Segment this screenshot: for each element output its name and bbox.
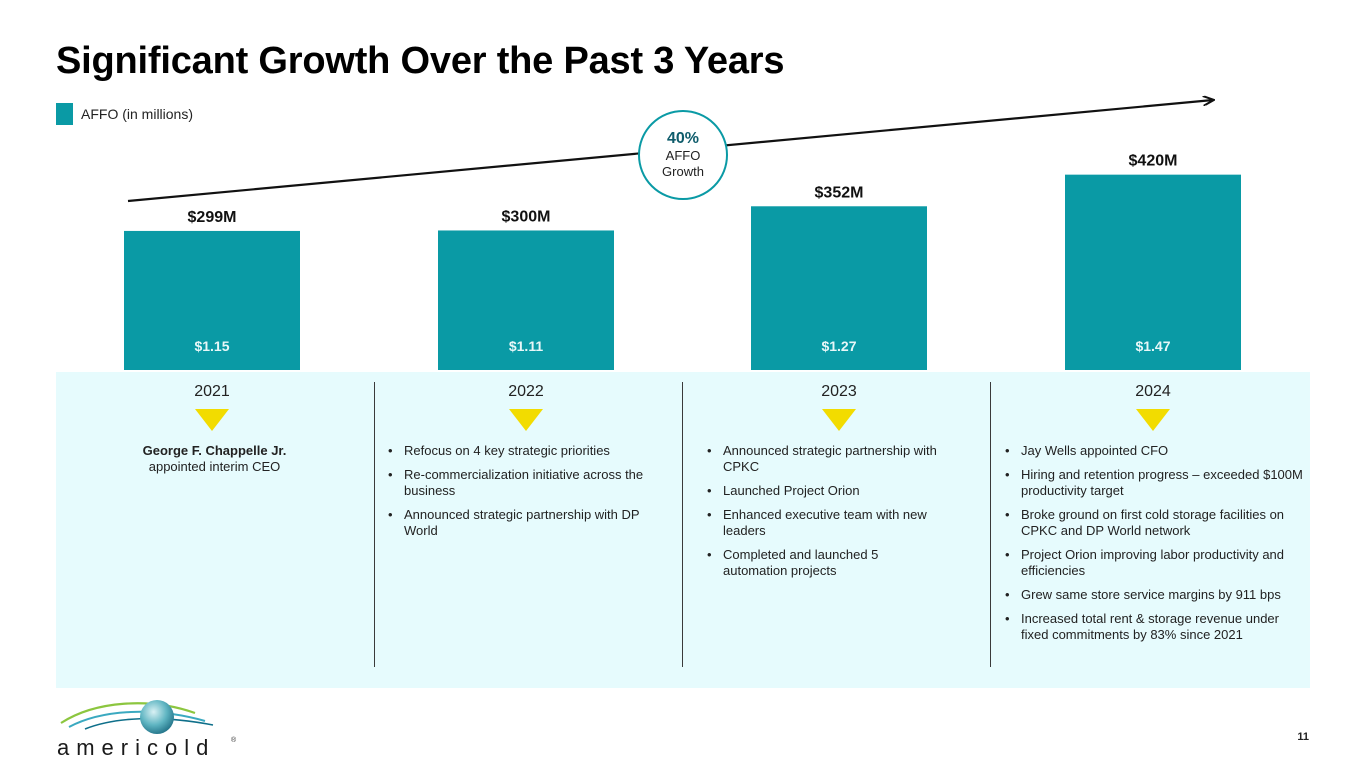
year-marker-2021 (195, 409, 229, 431)
list-item: Project Orion improving labor productivi… (1002, 547, 1310, 579)
column-divider (990, 382, 991, 667)
list-item: Launched Project Orion (704, 483, 939, 499)
year-label-2024: 2024 (1135, 383, 1171, 400)
bar-value-label: $352M (815, 184, 864, 201)
column-divider (374, 382, 375, 667)
list-item: Enhanced executive team with new leaders (704, 507, 939, 539)
bar-2024 (1065, 174, 1241, 370)
milestones-2023: Announced strategic partnership with CPK… (704, 443, 939, 587)
affo-bar-chart: $299M $1.15 $300M $1.11 $352M $1.27 $420M $1.47 (124, 0, 1241, 370)
year-label-2023: 2023 (821, 383, 857, 400)
growth-badge: 40% AFFO Growth (638, 110, 728, 200)
year-marker-2022 (509, 409, 543, 431)
bar-value-label: $420M (1129, 153, 1178, 170)
list-item: Announced strategic partnership with CPK… (704, 443, 939, 475)
milestones-2024: Jay Wells appointed CFO Hiring and reten… (1002, 443, 1310, 651)
column-divider (682, 382, 683, 667)
bar-value-label: $300M (502, 208, 551, 225)
list-item: Hiring and retention progress – exceeded… (1002, 467, 1310, 499)
chart-legend: AFFO (in millions) (56, 103, 193, 125)
year-marker-2023 (822, 409, 856, 431)
growth-percent: 40% (666, 130, 700, 147)
bar-2023 (751, 206, 927, 370)
svg-text:®: ® (231, 736, 237, 744)
year-label-2022: 2022 (508, 383, 544, 400)
page-number: 11 (1297, 731, 1309, 743)
page-title: Significant Growth Over the Past 3 Years (56, 40, 785, 82)
ceo-name: George F. Chappelle Jr. (142, 443, 287, 458)
logo-text: americold (57, 735, 215, 760)
list-item: Re-commercialization initiative across t… (385, 467, 670, 499)
bar-inner-label: $1.11 (509, 338, 543, 354)
bar-2022 (438, 230, 614, 370)
year-marker-2024 (1136, 409, 1170, 431)
bar-inner-label: $1.47 (1135, 338, 1170, 354)
year-label-2021: 2021 (194, 383, 230, 400)
list-item: Broke ground on first cold storage facil… (1002, 507, 1310, 539)
ceo-role: appointed interim CEO (148, 459, 281, 474)
list-item: Announced strategic partnership with DP … (385, 507, 670, 539)
list-item: Jay Wells appointed CFO (1002, 443, 1310, 459)
list-item: Completed and launched 5 automation proj… (704, 547, 939, 579)
milestones-2022: Refocus on 4 key strategic priorities Re… (385, 443, 670, 547)
bar-2021 (124, 230, 300, 370)
list-item: Refocus on 4 key strategic priorities (385, 443, 670, 459)
list-item: Increased total rent & storage revenue u… (1002, 611, 1310, 643)
list-item: Grew same store service margins by 911 b… (1002, 587, 1310, 603)
milestones-2021: George F. Chappelle Jr. appointed interi… (102, 443, 327, 475)
legend-label: AFFO (in millions) (81, 106, 194, 122)
growth-label: AFFO Growth (662, 148, 704, 179)
bar-inner-label: $1.15 (194, 338, 229, 354)
americold-logo: americold ® (57, 700, 237, 760)
bar-inner-label: $1.27 (821, 338, 856, 354)
legend-swatch (56, 103, 73, 125)
bar-value-label: $299M (188, 209, 237, 226)
